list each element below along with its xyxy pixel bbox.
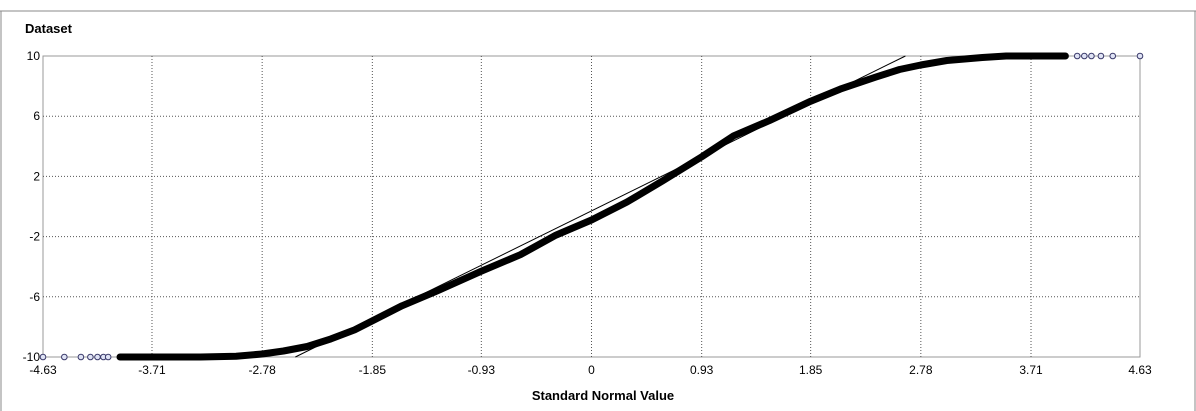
x-tick-label: -4.63 bbox=[29, 363, 57, 377]
y-axis-title: Dataset bbox=[25, 21, 72, 36]
y-tick-label: -2 bbox=[29, 230, 40, 244]
data-point bbox=[1109, 52, 1117, 60]
data-point bbox=[77, 353, 85, 361]
grid-lines bbox=[43, 56, 1140, 357]
data-point bbox=[1097, 52, 1105, 60]
x-tick-label: 0.93 bbox=[690, 363, 714, 377]
x-tick-labels: -4.63 -3.71 -2.78 -1.85 -0.93 0 0.93 1.85 2.78 3.… bbox=[29, 363, 1152, 377]
data-curve bbox=[116, 52, 1069, 361]
y-tick-label: 10 bbox=[27, 49, 41, 63]
data-point bbox=[104, 353, 112, 361]
data-point bbox=[1088, 52, 1095, 60]
y-tick-label: 6 bbox=[33, 109, 40, 123]
data-points bbox=[39, 52, 1144, 361]
data-point bbox=[1073, 52, 1081, 60]
series-curve bbox=[116, 52, 1069, 361]
x-axis-title: Standard Normal Value bbox=[531, 388, 675, 403]
x-tick-label: 0 bbox=[588, 363, 595, 377]
y-tick-label: -10 bbox=[23, 350, 41, 364]
x-tick-label: -1.85 bbox=[359, 363, 387, 377]
x-tick-label: -2.78 bbox=[248, 363, 276, 377]
x-tick-label: 2.78 bbox=[909, 363, 933, 377]
data-point bbox=[1136, 52, 1144, 60]
x-tick-label: -3.71 bbox=[138, 363, 166, 377]
y-tick-label: -6 bbox=[29, 290, 40, 304]
data-point bbox=[61, 353, 68, 361]
y-tick-labels: 10 6 2 -2 -6 -10 bbox=[23, 49, 41, 364]
data-point bbox=[39, 353, 47, 361]
x-tick-label: 3.71 bbox=[1019, 363, 1043, 377]
x-tick-label: 4.63 bbox=[1128, 363, 1152, 377]
x-tick-label: -0.93 bbox=[468, 363, 496, 377]
x-tick-label: 1.85 bbox=[799, 363, 823, 377]
data-point bbox=[87, 353, 94, 361]
data-point bbox=[1081, 52, 1088, 60]
data-point bbox=[94, 353, 101, 361]
y-tick-label: 2 bbox=[33, 169, 40, 183]
